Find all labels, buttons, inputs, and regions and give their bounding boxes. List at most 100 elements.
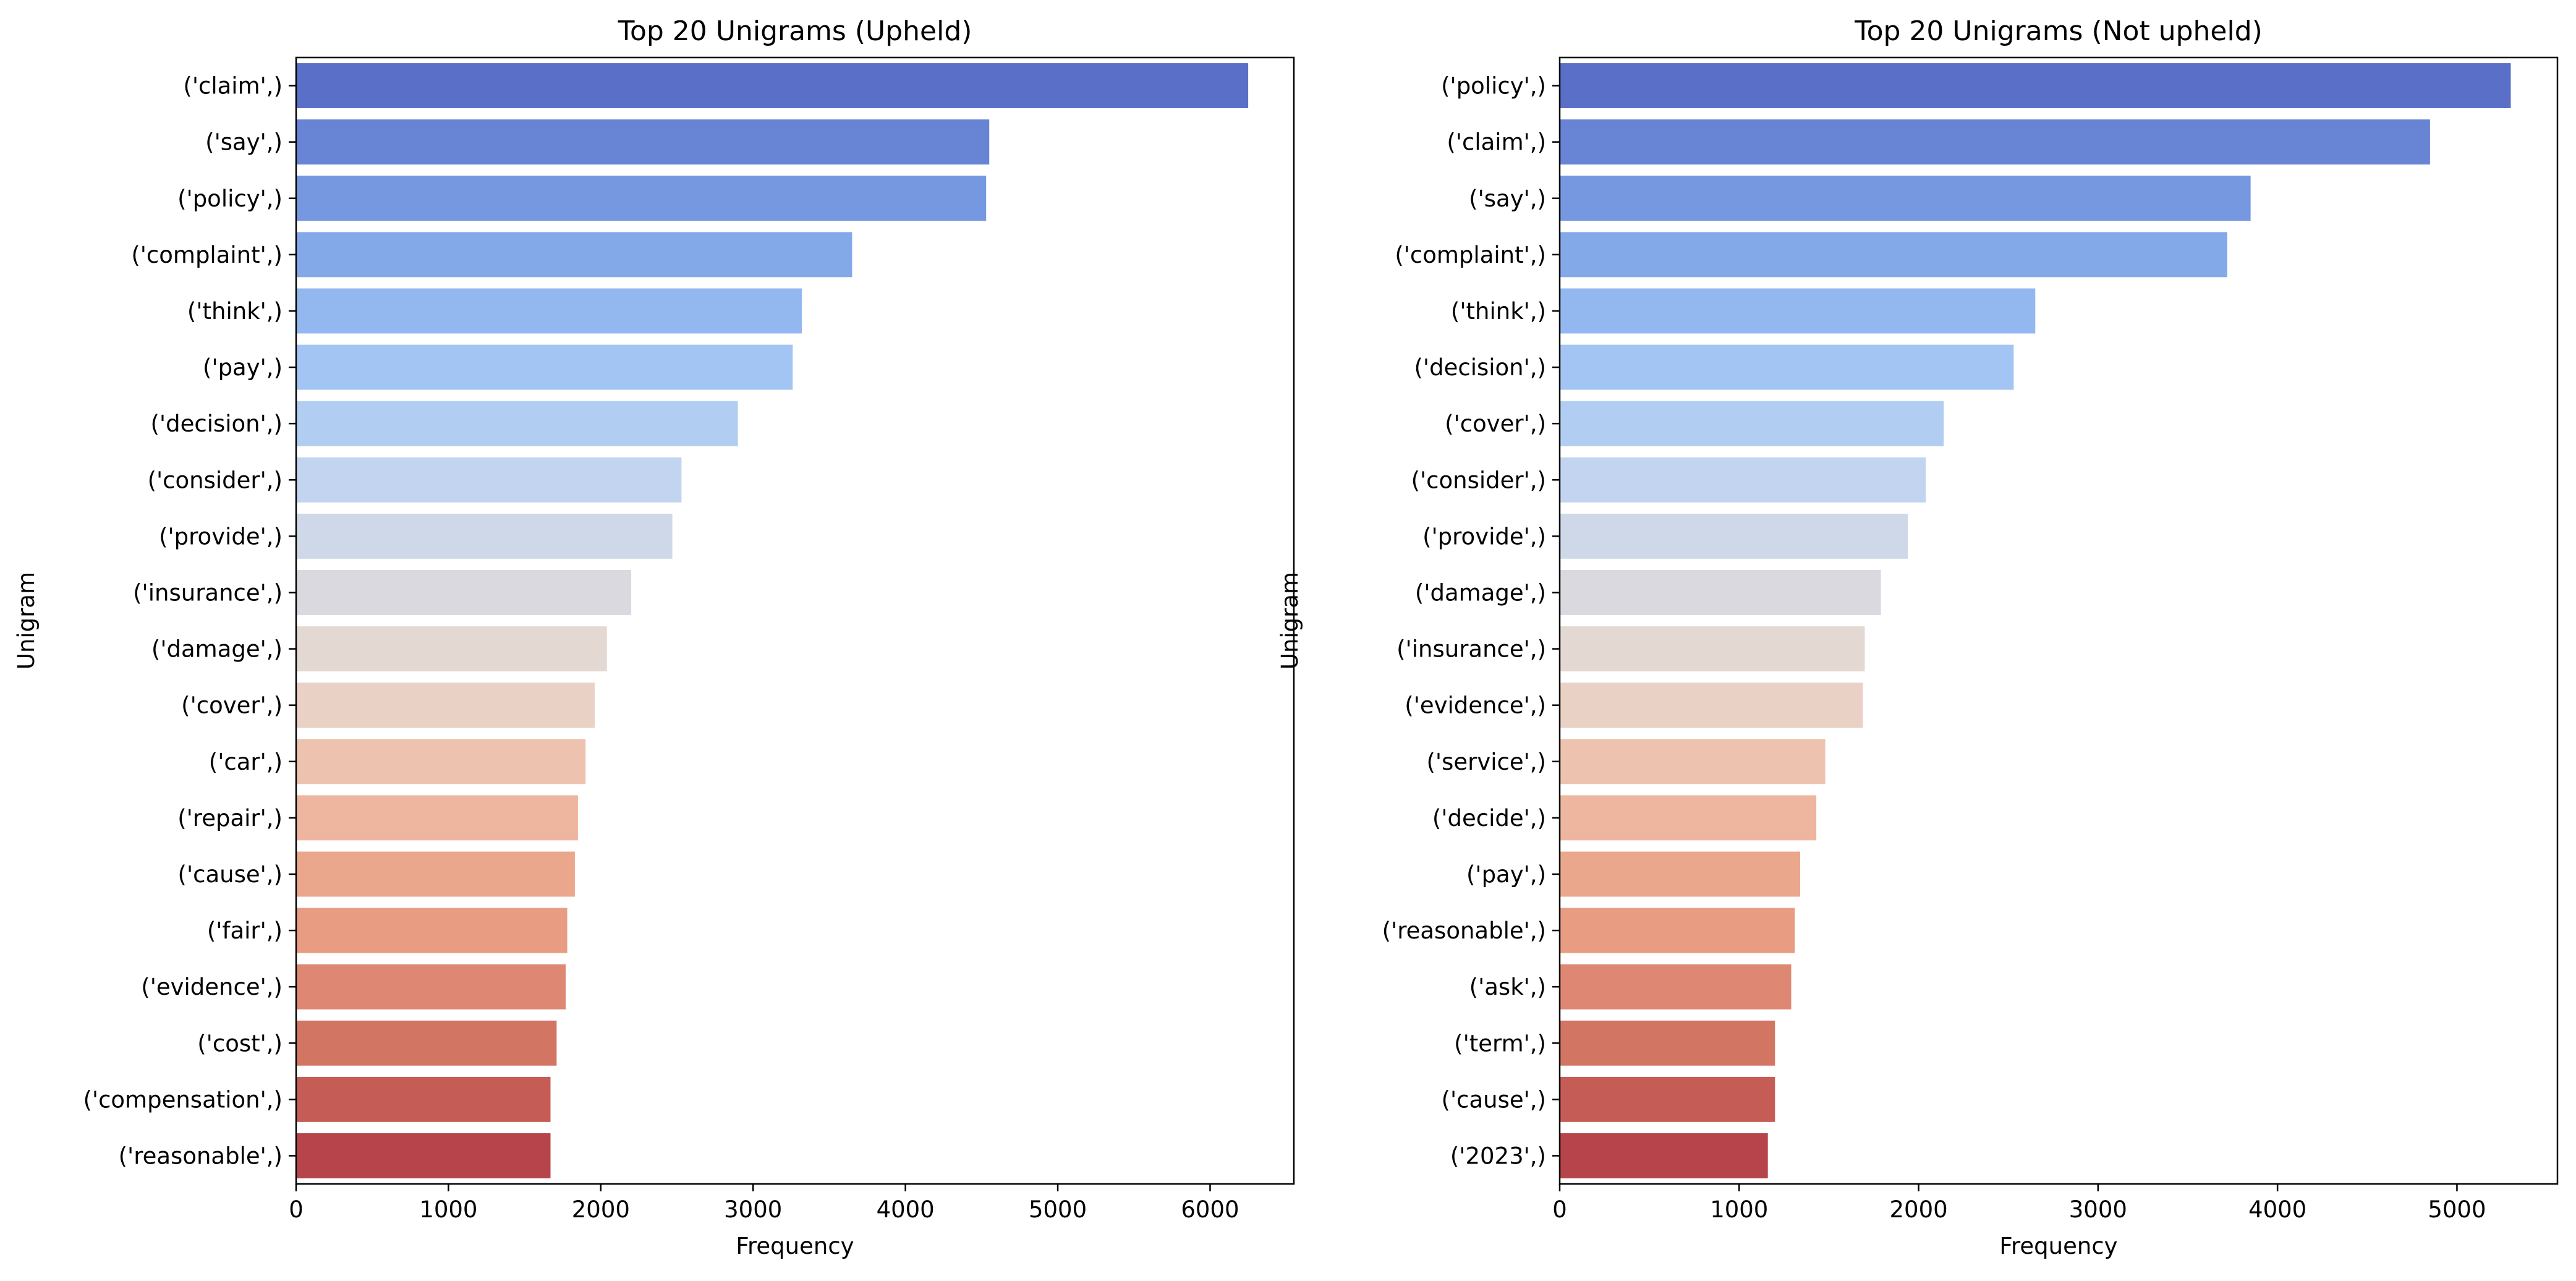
bar [296, 908, 567, 953]
y-tick-label: ('decide',) [1432, 805, 1546, 832]
y-tick-label: ('service',) [1426, 749, 1546, 775]
bar [1560, 513, 1908, 559]
x-tick-label: 3000 [724, 1196, 782, 1223]
bar [296, 63, 1249, 108]
y-tick-label: ('reasonable',) [119, 1143, 283, 1169]
y-tick-label: ('insurance',) [133, 579, 283, 606]
chart-title: Top 20 Unigrams (Not upheld) [1854, 15, 2263, 47]
y-tick-label: ('cause',) [178, 861, 283, 888]
bar [1560, 1020, 1775, 1066]
bar [1560, 570, 1881, 615]
bar [296, 739, 586, 785]
bar [296, 457, 682, 503]
y-tick-label: ('cause',) [1442, 1086, 1546, 1113]
y-tick-label: ('claim',) [1447, 129, 1546, 156]
y-tick-label: ('evidence',) [1405, 692, 1546, 719]
bar [1560, 232, 2227, 278]
x-tick-label: 5000 [1029, 1196, 1087, 1223]
plot-frame [1558, 56, 2559, 1185]
y-tick-label: ('repair',) [177, 805, 283, 832]
y-tick-label: ('fair',) [207, 917, 283, 944]
bar [296, 683, 595, 728]
x-axis-label: Frequency [1999, 1233, 2117, 1259]
bar [296, 401, 738, 446]
y-tick-label: ('damage',) [151, 636, 283, 663]
bar [1560, 119, 2430, 165]
y-tick-label: ('consider',) [148, 467, 283, 493]
bar [296, 851, 575, 897]
bar [1560, 739, 1826, 785]
y-tick-label: ('say',) [205, 129, 283, 156]
y-tick-label: ('pay',) [203, 354, 283, 381]
x-tick-label: 2000 [572, 1196, 630, 1223]
y-tick-label: ('provide',) [1422, 523, 1546, 550]
x-tick-label: 3000 [2069, 1196, 2127, 1223]
y-tick-label: ('decision',) [1414, 354, 1547, 381]
x-tick-label: 4000 [2248, 1196, 2306, 1223]
bar [296, 344, 793, 390]
y-axis-label: Unigram [1277, 572, 1303, 670]
plot-frame [295, 56, 1295, 1185]
y-tick-label: ('consider',) [1411, 467, 1546, 493]
bar [1560, 683, 1863, 728]
bar [1560, 344, 2014, 390]
y-tick-label: ('damage',) [1415, 579, 1546, 606]
y-tick-label: ('think',) [1451, 298, 1546, 325]
chart-upheld: ('claim',) ('say',) ('policy',) ('complaint… [13, 15, 1295, 1259]
bar [1560, 457, 1926, 503]
x-tick-label: 4000 [877, 1196, 935, 1223]
bar [1560, 1133, 1768, 1178]
y-tick-label: ('ask',) [1469, 974, 1546, 1000]
y-tick-label: ('complaint',) [1395, 242, 1546, 268]
y-axis-label: Unigram [13, 572, 40, 670]
bar [296, 795, 578, 841]
bar [296, 288, 802, 334]
bar [1560, 63, 2511, 108]
y-tick-label: ('cost',) [197, 1030, 283, 1057]
bar [296, 570, 632, 615]
y-tick-label: ('compensation',) [83, 1086, 283, 1113]
y-tick-label: ('think',) [187, 298, 283, 325]
bar [296, 626, 607, 671]
bar [296, 119, 990, 165]
bar [296, 513, 673, 559]
bar [296, 176, 987, 221]
y-tick-label: ('policy',) [177, 185, 283, 212]
bar [1560, 1076, 1775, 1122]
y-tick-label: ('term',) [1454, 1030, 1546, 1057]
bar [296, 232, 852, 278]
y-tick-label: ('policy',) [1441, 73, 1546, 100]
x-tick-label: 5000 [2428, 1196, 2486, 1223]
x-tick-label: 6000 [1181, 1196, 1239, 1223]
y-tick-label: ('provide',) [159, 523, 283, 550]
y-tick-label: ('reasonable',) [1382, 917, 1546, 944]
bar [1560, 288, 2036, 334]
bar [296, 964, 566, 1010]
y-tick-label: ('2023',) [1450, 1143, 1546, 1169]
y-tick-label: ('claim',) [183, 73, 283, 100]
bar [1560, 401, 1944, 446]
x-tick-label: 1000 [1710, 1196, 1768, 1223]
y-tick-label: ('decision',) [151, 411, 283, 437]
chart-not-upheld: ('policy',) ('claim',) ('say',) ('complaint… [1277, 15, 2559, 1259]
y-tick-label: ('cover',) [181, 692, 283, 719]
chart-title: Top 20 Unigrams (Upheld) [618, 15, 972, 47]
y-tick-label: ('say',) [1469, 185, 1546, 212]
bar [1560, 908, 1795, 953]
bar [1560, 626, 1865, 671]
bar [1560, 176, 2251, 221]
bar [1560, 795, 1817, 841]
y-tick-label: ('insurance',) [1396, 636, 1546, 663]
x-tick-label: 0 [1552, 1196, 1567, 1223]
x-axis-label: Frequency [736, 1233, 854, 1259]
bar [296, 1133, 551, 1178]
bar [296, 1020, 557, 1066]
bar [1560, 964, 1792, 1010]
bar [1560, 851, 1800, 897]
x-tick-label: 0 [289, 1196, 304, 1223]
x-tick-label: 1000 [419, 1196, 477, 1223]
y-tick-label: ('car',) [209, 749, 283, 775]
y-tick-label: ('cover',) [1445, 411, 1546, 437]
